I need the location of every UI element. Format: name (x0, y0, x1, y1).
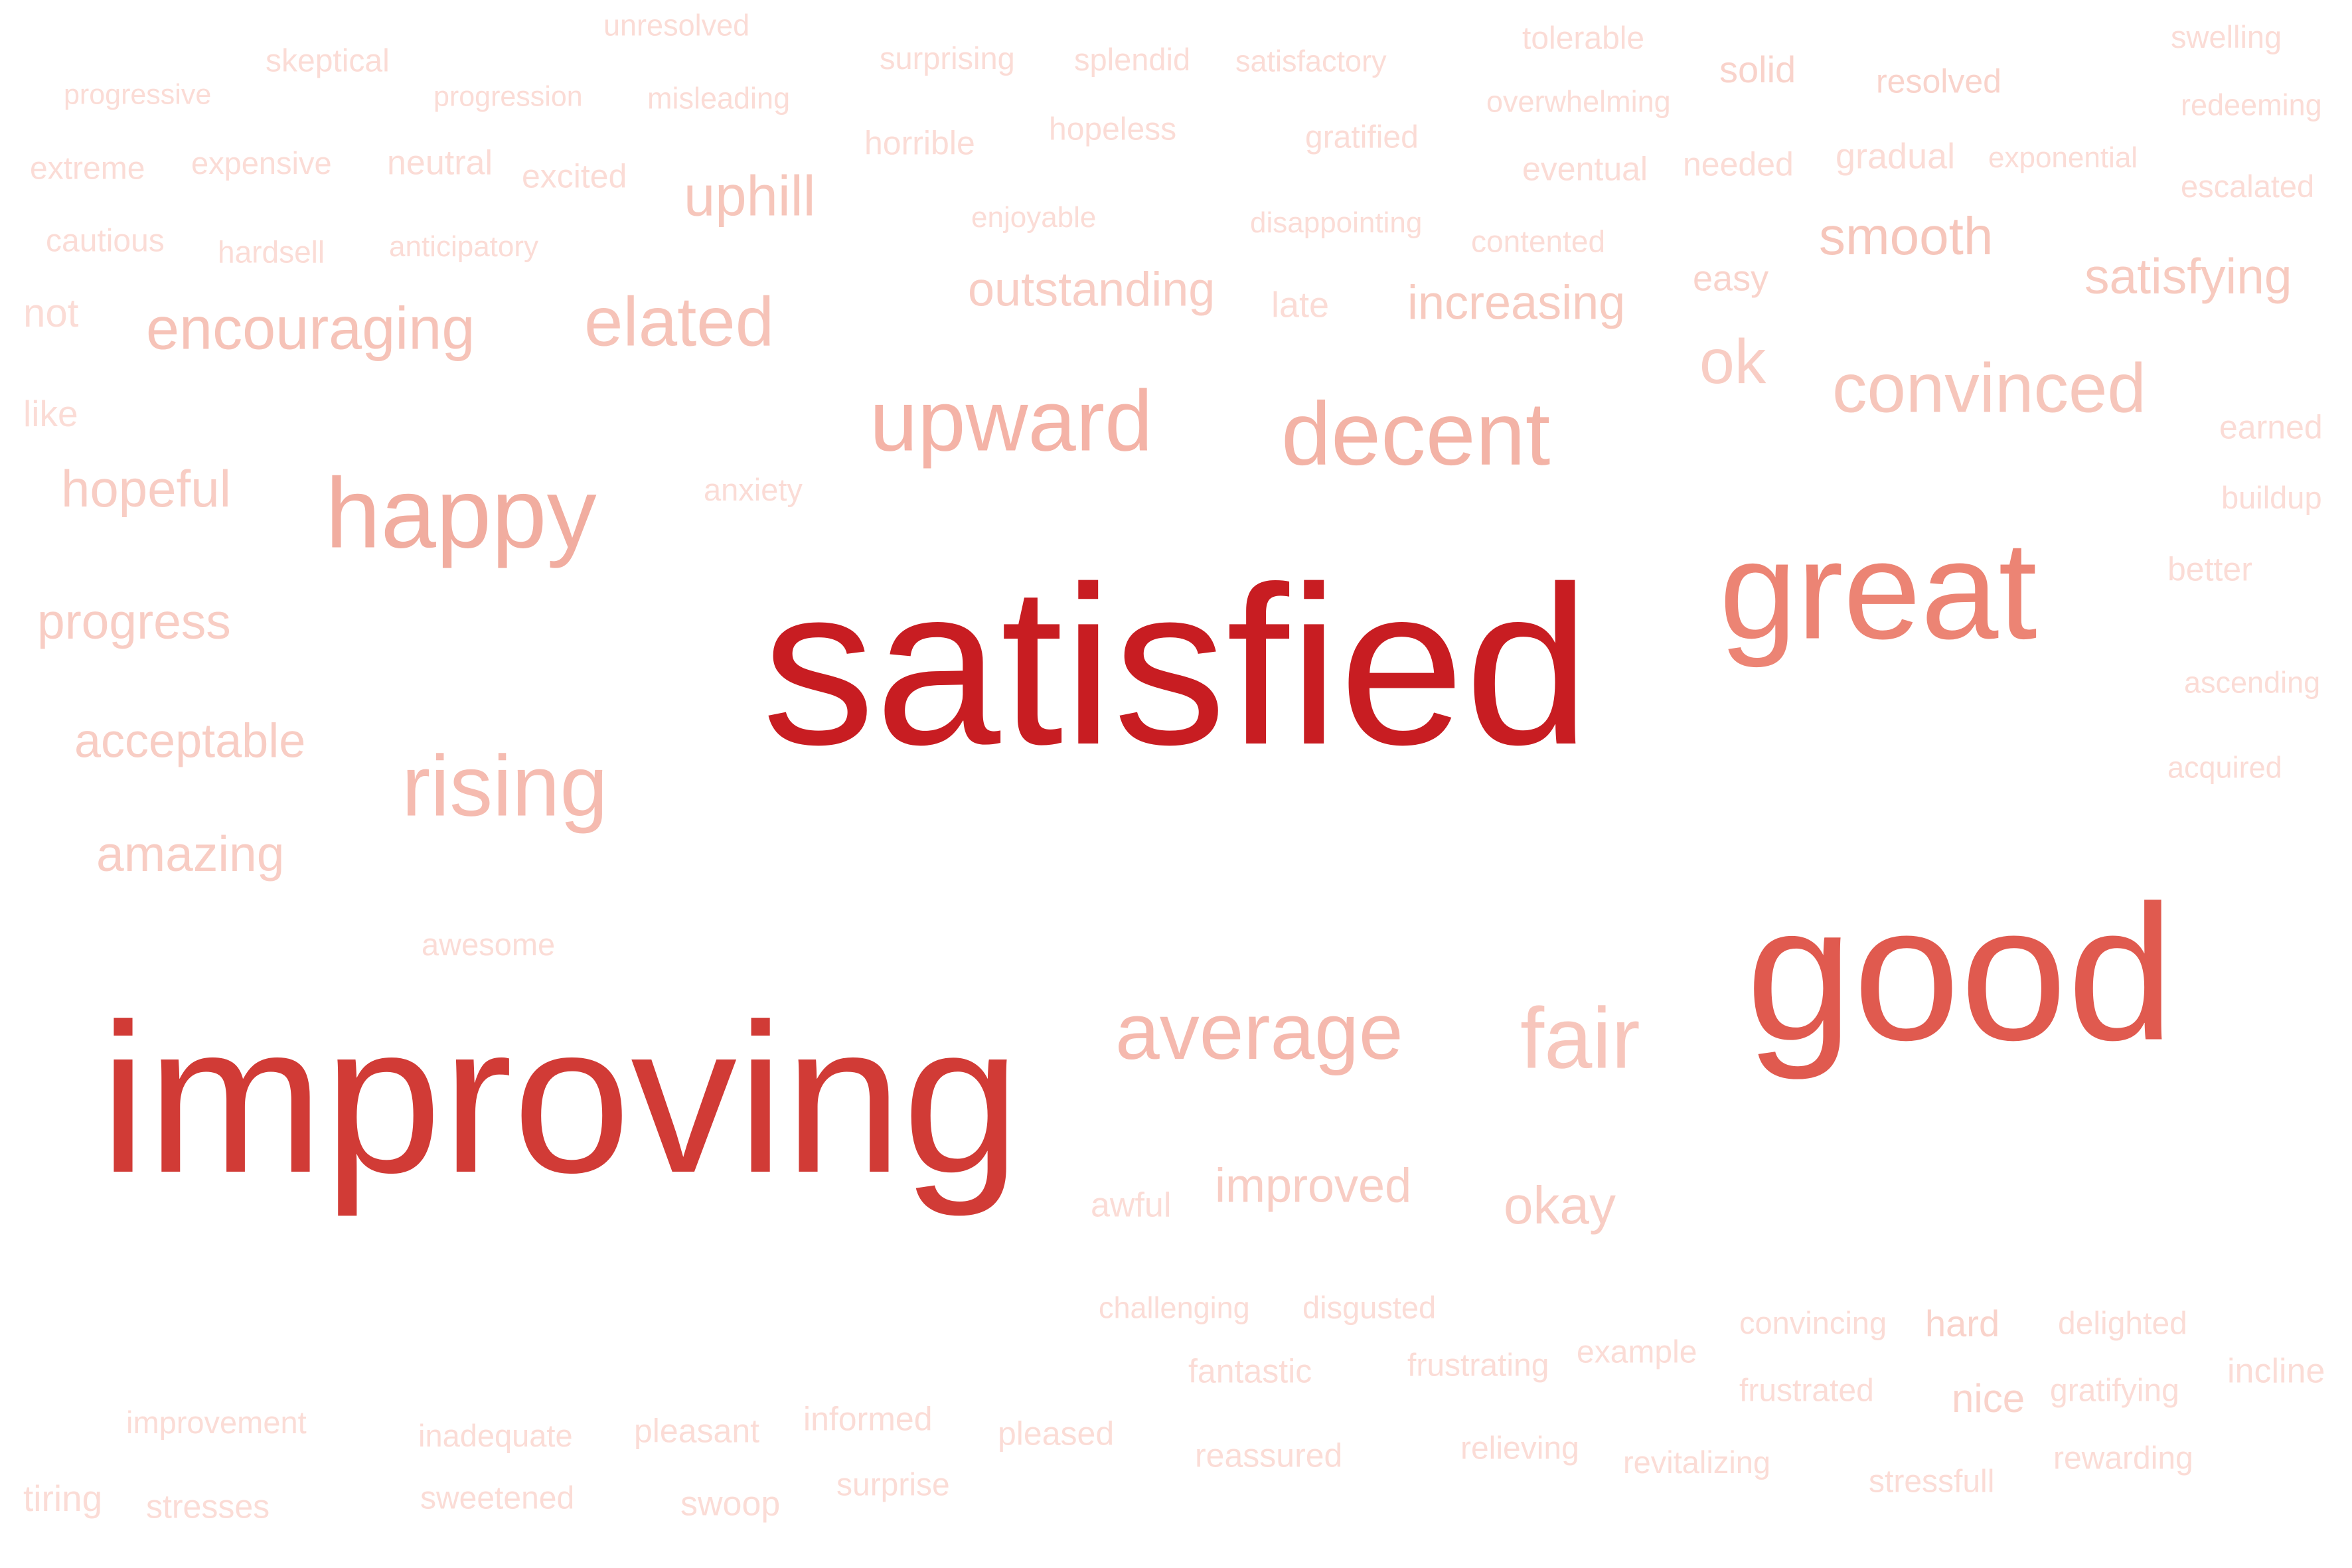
word-outstanding: outstanding (968, 263, 1215, 317)
word-revitalizing: revitalizing (1623, 1445, 1771, 1480)
word-horrible: horrible (864, 124, 975, 162)
word-hopeful: hopeful (61, 459, 231, 518)
word-surprise: surprise (836, 1467, 950, 1503)
word-stressfull: stressfull (1869, 1464, 1995, 1500)
word-pleased: pleased (998, 1415, 1115, 1452)
word-elated: elated (584, 283, 775, 361)
word-improving: improving (100, 979, 1021, 1217)
word-gradual: gradual (1836, 136, 1956, 177)
word-example: example (1577, 1334, 1697, 1370)
word-ascending: ascending (2184, 665, 2321, 700)
word-satisfactory: satisfactory (1235, 44, 1387, 78)
word-informed: informed (803, 1400, 933, 1438)
word-smooth: smooth (1819, 206, 1994, 266)
word-surprising: surprising (880, 40, 1015, 76)
word-delighted: delighted (2058, 1306, 2187, 1342)
word-earned: earned (2219, 408, 2323, 446)
word-upward: upward (870, 372, 1153, 469)
word-rewarding: rewarding (2053, 1441, 2193, 1476)
word-uphill: uphill (684, 165, 816, 228)
word-swelling: swelling (2171, 19, 2282, 55)
word-unresolved: unresolved (603, 8, 750, 42)
word-rising: rising (402, 737, 608, 834)
word-average: average (1115, 987, 1403, 1076)
word-convinced: convinced (1832, 349, 2146, 428)
word-easy: easy (1693, 258, 1769, 299)
word-exponential: exponential (1988, 141, 2138, 174)
word-progress: progress (37, 593, 231, 649)
word-satisfying: satisfying (2084, 248, 2292, 304)
word-swoop: swoop (680, 1484, 781, 1524)
word-eventual: eventual (1522, 150, 1648, 188)
word-improvement: improvement (126, 1405, 307, 1441)
word-expensive: expensive (191, 145, 332, 181)
word-reassured: reassured (1195, 1437, 1343, 1474)
word-frustrated: frustrated (1739, 1373, 1874, 1409)
word-better: better (2167, 550, 2252, 588)
word-tolerable: tolerable (1522, 21, 1645, 56)
word-frustrating: frustrating (1407, 1348, 1549, 1383)
word-like: like (23, 392, 78, 434)
word-encouraging: encouraging (146, 295, 475, 362)
word-decent: decent (1281, 383, 1551, 484)
word-nice: nice (1952, 1376, 2025, 1421)
word-redeeming: redeeming (2181, 88, 2322, 122)
word-amazing: amazing (96, 825, 285, 882)
word-hopeless: hopeless (1049, 112, 1177, 147)
word-fair: fair (1520, 989, 1640, 1087)
word-acquired: acquired (2167, 750, 2282, 785)
word-misleading: misleading (647, 81, 791, 116)
word-neutral: neutral (387, 143, 493, 183)
word-progressive: progressive (64, 78, 212, 111)
word-incline: incline (2227, 1352, 2325, 1391)
word-extreme: extreme (30, 151, 145, 187)
word-pleasant: pleasant (634, 1412, 760, 1450)
word-fantastic: fantastic (1188, 1352, 1312, 1390)
word-gratifying: gratifying (2050, 1373, 2179, 1409)
word-happy: happy (325, 457, 597, 569)
word-overwhelming: overwhelming (1486, 84, 1671, 119)
word-excited: excited (522, 157, 627, 195)
word-awful: awful (1091, 1186, 1172, 1225)
word-ok: ok (1699, 326, 1766, 397)
word-not: not (23, 291, 79, 335)
word-anxiety: anxiety (704, 472, 803, 508)
word-okay: okay (1504, 1176, 1616, 1235)
word-improved: improved (1215, 1159, 1412, 1213)
word-stresses: stresses (146, 1488, 270, 1526)
word-sweetened: sweetened (420, 1480, 575, 1516)
word-tiring: tiring (23, 1477, 103, 1519)
word-buildup: buildup (2221, 480, 2322, 516)
word-splendid: splendid (1074, 42, 1191, 78)
word-satisfied: satisfied (762, 540, 1591, 792)
word-escalated: escalated (2181, 169, 2315, 204)
word-skeptical: skeptical (266, 43, 390, 79)
word-hardsell: hardsell (218, 234, 325, 270)
word-solid: solid (1719, 48, 1796, 91)
word-great: great (1719, 512, 2037, 668)
word-cautious: cautious (46, 223, 165, 259)
word-resolved: resolved (1876, 62, 2001, 100)
word-anticipatory: anticipatory (389, 230, 539, 263)
word-gratified: gratified (1305, 119, 1419, 155)
word-disappointing: disappointing (1250, 206, 1423, 239)
word-increasing: increasing (1407, 276, 1626, 330)
word-challenging: challenging (1099, 1291, 1250, 1325)
word-progression: progression (433, 80, 583, 113)
word-good: good (1746, 865, 2175, 1081)
word-inadequate: inadequate (418, 1418, 573, 1454)
word-hard: hard (1925, 1302, 2000, 1345)
word-convincing: convincing (1739, 1305, 1887, 1341)
word-relieving: relieving (1460, 1431, 1579, 1466)
word-disgusted: disgusted (1302, 1290, 1437, 1326)
word-late: late (1271, 285, 1330, 325)
word-acceptable: acceptable (74, 714, 306, 768)
word-contented: contented (1471, 224, 1606, 259)
word-enjoyable: enjoyable (971, 200, 1097, 234)
word-awesome: awesome (422, 927, 556, 963)
word-needed: needed (1683, 145, 1794, 183)
